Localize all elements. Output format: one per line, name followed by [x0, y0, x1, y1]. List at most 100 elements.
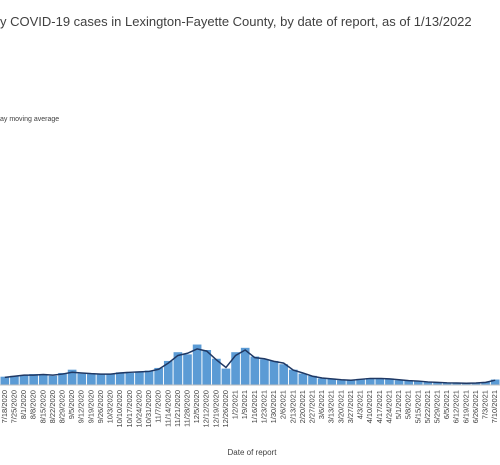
x-tick-label: 2/13/2021	[288, 390, 297, 423]
x-axis-label: Date of report	[228, 448, 278, 457]
bar	[433, 382, 442, 385]
bar	[308, 375, 317, 385]
bar	[29, 374, 38, 385]
x-tick-label: 12/26/2020	[221, 390, 230, 428]
x-tick-label: 1/30/2021	[269, 390, 278, 423]
bar	[404, 380, 413, 385]
bar	[173, 352, 183, 385]
x-tick-label: 12/5/2020	[192, 390, 201, 423]
x-tick-label: 9/19/2020	[86, 390, 95, 423]
x-tick-label: 2/20/2021	[298, 390, 307, 423]
x-tick-label: 7/25/2020	[9, 390, 18, 423]
x-tick-label: 7/18/2020	[0, 390, 9, 423]
bar	[356, 378, 365, 385]
x-tick-label: 8/29/2020	[58, 390, 67, 423]
chart-title: y COVID-19 cases in Lexington-Fayette Co…	[0, 14, 472, 29]
x-tick-label: 6/12/2021	[452, 390, 461, 423]
bar	[442, 382, 452, 385]
bar	[269, 360, 279, 385]
x-tick-label: 6/26/2021	[471, 390, 480, 423]
x-tick-label: 4/10/2021	[365, 390, 374, 423]
x-tick-label: 2/27/2021	[308, 390, 317, 423]
bar	[327, 378, 337, 385]
bar	[452, 383, 462, 385]
bar	[115, 372, 125, 385]
x-tick-label: 5/8/2021	[404, 390, 413, 419]
x-tick-label: 1/9/2021	[240, 390, 249, 419]
bar	[375, 378, 385, 385]
moving-average-line	[4, 348, 496, 385]
x-tick-label: 9/5/2020	[67, 390, 76, 419]
x-tick-label: 3/27/2021	[346, 390, 355, 423]
x-tick-label: 6/5/2021	[442, 390, 451, 419]
bar	[471, 382, 481, 385]
x-tick-label: 11/28/2020	[183, 390, 192, 427]
bar	[317, 378, 327, 385]
bar	[192, 344, 202, 385]
bar	[346, 380, 356, 385]
bar	[279, 364, 288, 385]
x-tick-label: 10/3/2020	[106, 390, 115, 423]
bar	[212, 358, 221, 385]
bar	[144, 370, 154, 385]
x-tick-label: 7/10/2021	[490, 390, 499, 423]
x-tick-label: 4/3/2021	[356, 390, 365, 419]
bar	[365, 378, 375, 385]
x-tick-label: 11/21/2020	[173, 390, 182, 427]
x-tick-label: 1/2/2021	[231, 390, 240, 419]
bar	[125, 372, 135, 385]
x-tick-label: 5/22/2021	[423, 390, 432, 423]
bar	[240, 347, 250, 385]
bar	[163, 360, 173, 385]
x-tick-label: 8/8/2020	[29, 390, 38, 419]
x-tick-label: 11/7/2020	[154, 390, 163, 423]
bar	[221, 368, 231, 385]
bar	[38, 374, 48, 385]
bar	[231, 352, 240, 385]
x-tick-label: 4/24/2021	[384, 390, 393, 423]
x-tick-label: 4/17/2021	[375, 390, 384, 423]
x-tick-label: 8/22/2020	[48, 390, 57, 423]
bar	[154, 367, 163, 385]
bar	[58, 372, 67, 385]
bar	[250, 356, 260, 385]
bar	[67, 369, 77, 385]
x-tick-label: 2/6/2021	[279, 390, 288, 419]
bar	[77, 373, 87, 385]
x-tick-label: 9/26/2020	[96, 390, 105, 423]
bar	[0, 376, 10, 385]
bar	[87, 374, 96, 385]
bar	[135, 371, 144, 385]
x-tick-label: 8/15/2020	[38, 390, 47, 423]
x-tick-label: 10/24/2020	[134, 390, 143, 428]
bar	[413, 381, 423, 385]
x-tick-label: 3/13/2021	[327, 390, 336, 423]
bar	[202, 350, 212, 385]
x-tick-label: 10/31/2020	[144, 390, 153, 428]
bar	[490, 379, 500, 385]
x-tick-label: 10/10/2020	[115, 390, 124, 428]
x-tick-label: 8/1/2020	[19, 390, 28, 419]
bar	[298, 373, 308, 385]
x-tick-label: 3/20/2021	[336, 390, 345, 423]
x-tick-label: 11/14/2020	[163, 390, 172, 427]
x-tick-label: 7/3/2021	[481, 390, 490, 419]
x-tick-label: 5/1/2021	[394, 390, 403, 419]
x-tick-label: 1/23/2021	[259, 390, 268, 423]
bar	[183, 354, 192, 385]
bar	[462, 383, 471, 385]
bar	[96, 374, 106, 385]
x-tick-label: 5/15/2021	[413, 390, 422, 423]
bar	[423, 381, 433, 385]
x-tick-label: 10/17/2020	[125, 390, 134, 428]
x-tick-label: 1/16/2021	[250, 390, 259, 423]
bar	[288, 369, 298, 385]
x-tick-label: 9/12/2020	[77, 390, 86, 423]
bar	[394, 380, 404, 385]
bar	[385, 378, 394, 385]
bar	[260, 359, 269, 385]
x-tick-label: 12/19/2020	[211, 390, 220, 428]
bar	[337, 380, 346, 385]
bar	[106, 373, 115, 385]
